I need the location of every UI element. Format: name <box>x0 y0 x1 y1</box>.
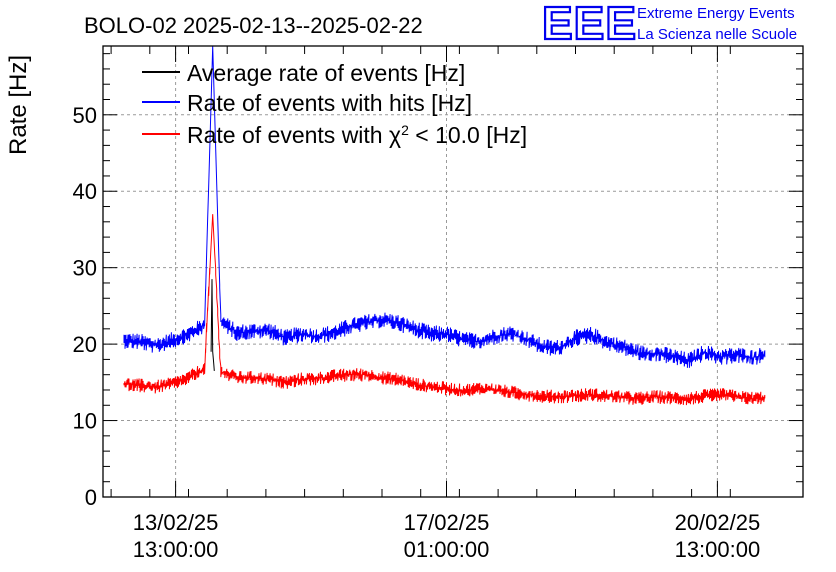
x-tick-date: 13/02/25 <box>133 510 219 535</box>
x-tick-time: 01:00:00 <box>404 537 490 562</box>
y-tick-label: 0 <box>85 485 97 510</box>
x-tick-date: 20/02/25 <box>675 510 761 535</box>
axes: 0102030405013/02/2513:00:0017/02/2501:00… <box>73 45 804 562</box>
y-tick-label: 40 <box>73 179 97 204</box>
legend-entry: Rate of events with hits [Hz] <box>187 90 472 116</box>
x-tick-time: 13:00:00 <box>675 537 761 562</box>
legend-entry: Rate of events with χ2 < 10.0 [Hz] <box>187 122 527 148</box>
legend: Average rate of events [Hz] Rate of event… <box>142 60 527 148</box>
y-tick-label: 10 <box>73 409 97 434</box>
series-chi2-line <box>123 214 766 406</box>
series-hits-line <box>123 45 766 368</box>
y-tick-label: 20 <box>73 332 97 357</box>
legend-tail: < 10.0 [Hz] <box>409 122 527 148</box>
eee-logo: EEE Extreme Energy Events La Scienza nel… <box>541 0 797 50</box>
series-layer <box>123 45 766 406</box>
legend-superscript: 2 <box>401 122 409 138</box>
chart-title: BOLO-02 2025-02-13--2025-02-22 <box>84 13 423 38</box>
eee-logo-letters: EEE <box>542 0 637 49</box>
series-average-line <box>210 279 215 371</box>
logo-line-2: La Scienza nelle Scuole <box>637 26 797 43</box>
legend-entry: Average rate of events [Hz] <box>187 60 465 86</box>
y-axis-label: Rate [Hz] <box>5 55 32 155</box>
logo-line-1: Extreme Energy Events <box>637 5 795 22</box>
plot-frame <box>102 45 804 498</box>
y-tick-label: 50 <box>73 103 97 128</box>
x-tick-time: 13:00:00 <box>133 537 219 562</box>
x-tick-date: 17/02/25 <box>404 510 490 535</box>
y-tick-label: 30 <box>73 256 97 281</box>
